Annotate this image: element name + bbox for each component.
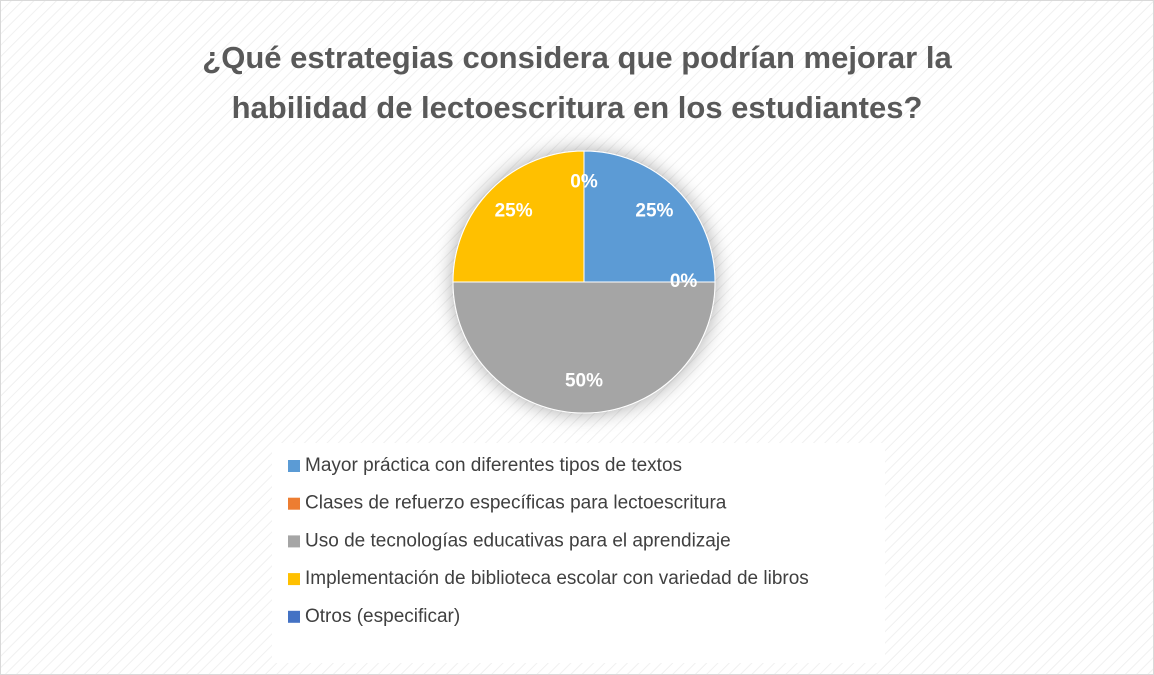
legend-label: Otros (especificar): [305, 606, 460, 627]
pie: [452, 150, 716, 414]
legend-label: Implementación de biblioteca escolar con…: [305, 568, 809, 589]
legend-swatch: [288, 460, 300, 472]
legend-swatch: [288, 610, 300, 623]
data-label: 0%: [670, 271, 698, 292]
pie-slice: [452, 150, 585, 283]
legend-swatch: [288, 573, 300, 586]
chart-title: ¿Qué estrategias considera que podrían m…: [202, 40, 952, 75]
legend-swatch: [288, 497, 300, 510]
chart-title: habilidad de lectoescritura en los estud…: [232, 90, 923, 125]
legend-box: [272, 443, 885, 663]
data-label: 25%: [495, 201, 533, 222]
legend-label: Uso de tecnologías educativas para el ap…: [305, 530, 731, 551]
legend-swatch: [288, 535, 300, 548]
pie-slice: [452, 281, 716, 414]
legend-label: Clases de refuerzo específicas para lect…: [305, 493, 727, 514]
data-label: 50%: [565, 371, 603, 392]
pie-slice: [583, 150, 716, 283]
data-label: 25%: [635, 201, 673, 222]
data-label: 0%: [570, 171, 598, 192]
legend-label: Mayor práctica con diferentes tipos de t…: [305, 455, 682, 476]
